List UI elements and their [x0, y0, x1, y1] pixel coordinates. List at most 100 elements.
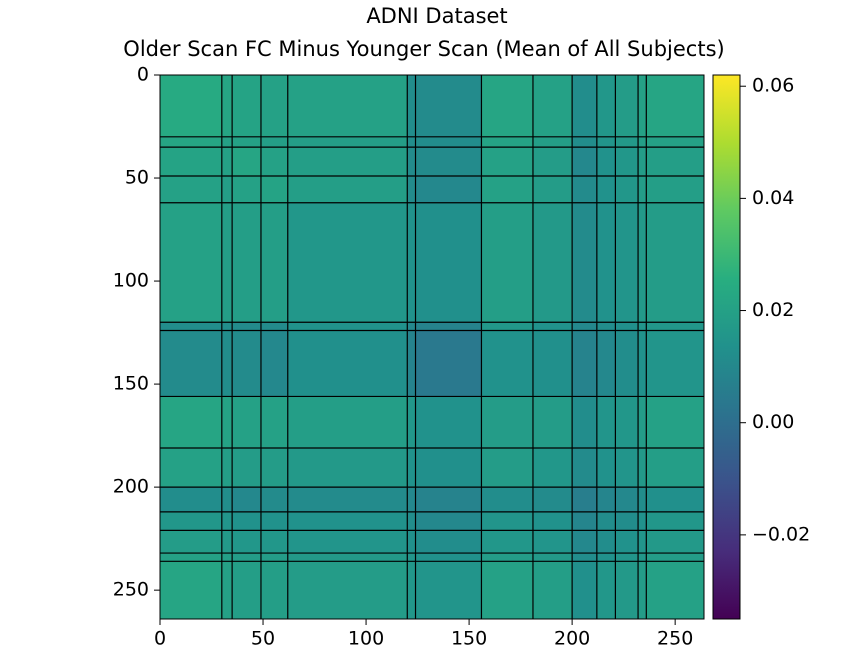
- heatmap-cell: [160, 447, 222, 488]
- heatmap-cell: [532, 136, 573, 148]
- heatmap-cell: [532, 511, 573, 531]
- heatmap-cell: [615, 530, 639, 554]
- heatmap-cell: [221, 75, 233, 137]
- heatmap-cell: [160, 136, 222, 148]
- heatmap-cell: [572, 75, 597, 137]
- heatmap-cell: [407, 530, 416, 554]
- heatmap-cell: [481, 561, 533, 619]
- heatmap-cell: [287, 147, 408, 176]
- heatmap-cell: [415, 175, 482, 203]
- y-tick-label: 100: [113, 270, 149, 292]
- heatmap-cell: [646, 175, 704, 203]
- heatmap-cell: [481, 322, 533, 331]
- heatmap-cell: [615, 322, 639, 331]
- heatmap-cell: [221, 175, 233, 203]
- heatmap-cell: [415, 202, 482, 323]
- heatmap-cell: [160, 530, 222, 554]
- heatmap-cell: [646, 553, 704, 562]
- heatmap-cell: [407, 147, 416, 176]
- heatmap-cell: [481, 147, 533, 176]
- heatmap-cell: [646, 136, 704, 148]
- heatmap-cell: [232, 202, 261, 323]
- heatmap-cell: [287, 487, 408, 512]
- heatmap-cell: [572, 561, 597, 619]
- heatmap-cell: [287, 202, 408, 323]
- heatmap-cell: [572, 147, 597, 176]
- heatmap-cell: [481, 530, 533, 554]
- y-tick-label: 50: [125, 167, 149, 189]
- heatmap-cell: [260, 447, 288, 488]
- heatmap-cell: [407, 553, 416, 562]
- heatmap-cell: [481, 330, 533, 397]
- heatmap-cell: [596, 202, 616, 323]
- heatmap-cell: [572, 447, 597, 488]
- heatmap-cell: [596, 322, 616, 331]
- heatmap-cell: [415, 322, 482, 331]
- heatmap-cell: [646, 530, 704, 554]
- heatmap-cell: [638, 561, 647, 619]
- heatmap-cell: [481, 447, 533, 488]
- x-tick-label: 100: [348, 628, 384, 650]
- heatmap-cell: [232, 75, 261, 137]
- heatmap-cell: [160, 561, 222, 619]
- heatmap-cell: [160, 511, 222, 531]
- heatmap-cell: [287, 511, 408, 531]
- heatmap-cell: [596, 75, 616, 137]
- heatmap-cell: [260, 147, 288, 176]
- heatmap-cell: [415, 147, 482, 176]
- x-tick-label: 200: [554, 628, 590, 650]
- heatmap-cell: [572, 487, 597, 512]
- heatmap-cell: [572, 175, 597, 203]
- heatmap-cell: [646, 147, 704, 176]
- heatmap-cell: [221, 511, 233, 531]
- heatmap-cell: [260, 561, 288, 619]
- heatmap-cell: [221, 447, 233, 488]
- heatmap-cell: [638, 330, 647, 397]
- heatmap-cell: [407, 175, 416, 203]
- heatmap-cell: [415, 136, 482, 148]
- heatmap-cell: [160, 322, 222, 331]
- heatmap-cell: [232, 330, 261, 397]
- heatmap-cell: [287, 175, 408, 203]
- heatmap-cell: [260, 511, 288, 531]
- y-tick-label: 150: [113, 373, 149, 395]
- heatmap-cell: [287, 75, 408, 137]
- heatmap-cell: [407, 396, 416, 448]
- colorbar-tick-label: 0.00: [752, 411, 794, 433]
- heatmap-cell: [221, 202, 233, 323]
- heatmap-cell: [572, 202, 597, 323]
- plot-frame: [159, 74, 705, 620]
- y-tick-label: 0: [137, 64, 149, 86]
- heatmap-cell: [415, 530, 482, 554]
- heatmap-cell: [287, 561, 408, 619]
- heatmap-cell: [532, 396, 573, 448]
- x-tick-label: 50: [251, 628, 275, 650]
- heatmap-cell: [481, 396, 533, 448]
- heatmap-cell: [572, 396, 597, 448]
- heatmap-cell: [160, 75, 222, 137]
- heatmap-cell: [407, 447, 416, 488]
- heatmap-cell: [160, 553, 222, 562]
- heatmap-cell: [287, 396, 408, 448]
- heatmap-cell: [287, 447, 408, 488]
- heatmap-cell: [596, 487, 616, 512]
- heatmap-cell: [532, 322, 573, 331]
- heatmap-cell: [646, 322, 704, 331]
- heatmap-cell: [221, 322, 233, 331]
- heatmap-cell: [646, 561, 704, 619]
- chart-title: ADNI Dataset: [366, 4, 507, 28]
- heatmap-cell: [532, 553, 573, 562]
- heatmap-cell: [532, 202, 573, 323]
- heatmap-cell: [160, 487, 222, 512]
- heatmap-cell: [160, 330, 222, 397]
- heatmap-cell: [221, 136, 233, 148]
- heatmap-cell: [415, 553, 482, 562]
- heatmap-cell: [615, 396, 639, 448]
- heatmap-cell: [415, 396, 482, 448]
- heatmap-cell: [232, 553, 261, 562]
- heatmap-cell: [232, 136, 261, 148]
- x-tick-label: 150: [451, 628, 487, 650]
- heatmap-cell: [596, 330, 616, 397]
- heatmap-cell: [596, 561, 616, 619]
- heatmap-cell: [646, 447, 704, 488]
